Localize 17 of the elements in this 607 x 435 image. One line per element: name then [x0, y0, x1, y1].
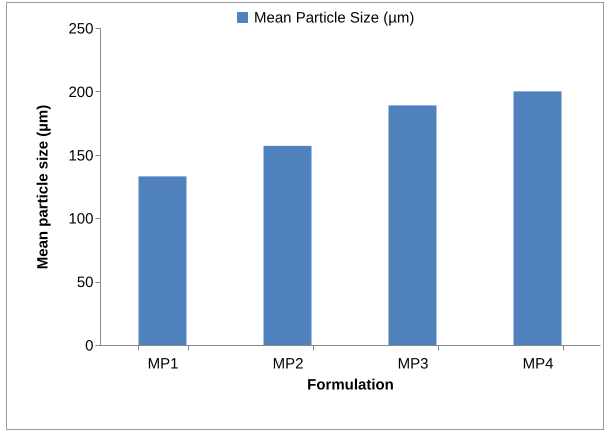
- x-tick-label: MP1: [148, 356, 178, 372]
- bar: [138, 176, 186, 345]
- x-axis-title: Formulation: [307, 376, 394, 394]
- y-tick-label: 250: [68, 20, 94, 38]
- y-tick-label: 200: [68, 84, 94, 101]
- bar: [514, 91, 562, 345]
- y-axis-title: Mean particle size (µm): [34, 104, 52, 270]
- y-tick-label: 0: [85, 338, 94, 354]
- y-tick-label: 50: [76, 274, 94, 292]
- bar: [264, 146, 312, 345]
- legend-label: Mean Particle Size (µm): [254, 10, 414, 26]
- x-tick-label: MP3: [398, 356, 428, 372]
- y-tick-label: 100: [68, 210, 94, 228]
- bar: [388, 105, 436, 345]
- x-tick-label: MP2: [272, 356, 304, 372]
- y-tick-label: 150: [68, 147, 94, 164]
- x-tick-label: MP4: [522, 356, 554, 372]
